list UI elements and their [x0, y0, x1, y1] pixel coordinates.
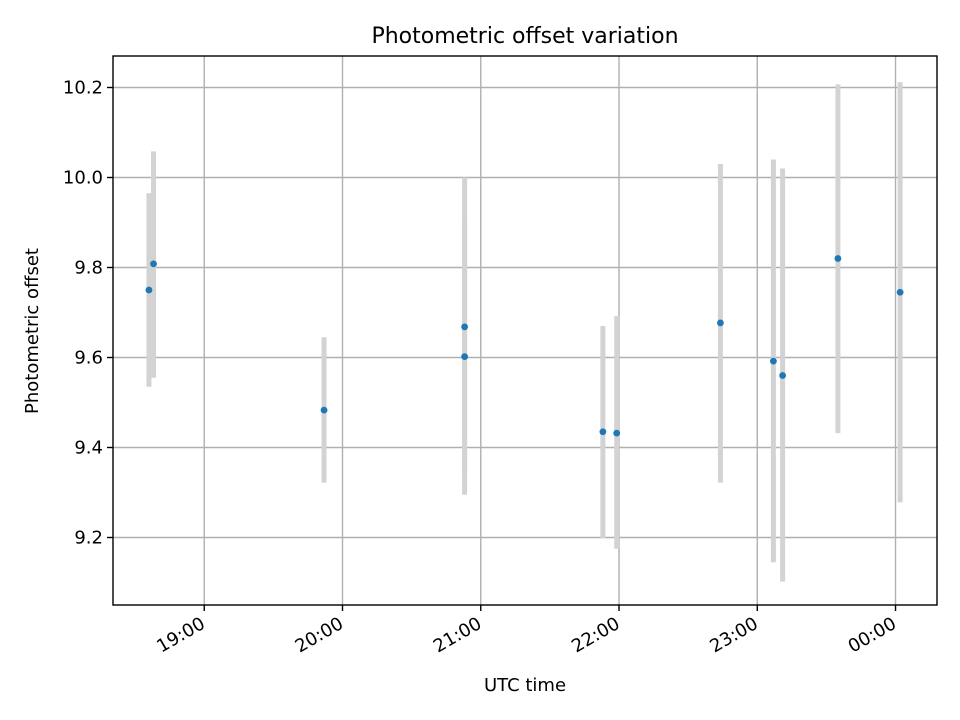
error-bars [146, 82, 903, 582]
data-point [717, 319, 724, 327]
data-point [461, 353, 469, 360]
plot-frame [112, 55, 938, 606]
chart-title: Photometric offset variation [371, 24, 678, 49]
data-point [779, 372, 787, 379]
y-tick-label: 9.6 [74, 348, 103, 369]
y-tick-label: 9.2 [74, 528, 103, 549]
x-tick-label: 19:00 [153, 613, 208, 657]
data-points [145, 255, 904, 437]
x-tick-label: 22:00 [568, 613, 623, 657]
y-tick-label: 9.4 [74, 438, 103, 459]
data-point [320, 406, 328, 414]
data-point [461, 323, 469, 331]
data-point [150, 260, 157, 268]
data-point [145, 286, 153, 294]
x-axis-label: UTC time [484, 675, 566, 696]
data-point [896, 288, 904, 296]
y-axis: 9.2 9.4 9.6 9.8 10.0 10.2 [63, 78, 113, 549]
x-axis: 19:00 20:00 21:00 22:00 23:00 00:00 [153, 605, 900, 657]
y-axis-label: Photometric offset [22, 248, 43, 414]
grid [113, 56, 937, 605]
data-point [599, 428, 607, 436]
x-tick-label: 00:00 [845, 613, 900, 657]
y-tick-label: 9.8 [74, 258, 103, 279]
x-tick-label: 23:00 [706, 613, 761, 657]
y-tick-label: 10.0 [63, 168, 103, 189]
y-tick-label: 10.2 [63, 78, 103, 99]
x-tick-label: 21:00 [430, 613, 485, 657]
x-tick-label: 20:00 [292, 613, 347, 657]
data-point [769, 357, 777, 365]
data-point [834, 255, 842, 262]
data-point [613, 429, 621, 437]
